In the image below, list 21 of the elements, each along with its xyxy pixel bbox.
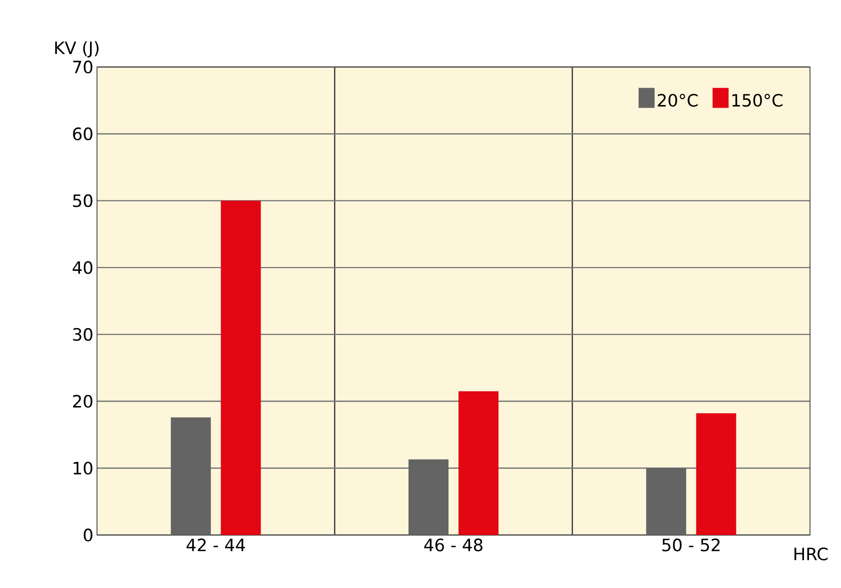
legend-label: 20°C [658,94,698,107]
x-tick-label: 46 - 48 [424,538,482,552]
y-tick-label: 60 [73,127,92,140]
y-tick-label: 70 [73,60,92,74]
x-tick-label: 42 - 44 [186,538,245,552]
y-axis-title: KV (J) [55,41,99,58]
y-tick-label: 20 [73,394,92,408]
y-tick-label: 0 [84,528,92,542]
y-tick-label: 50 [73,194,92,208]
x-axis-title: HRC [794,548,828,560]
bar [408,459,448,535]
bar [220,200,261,535]
y-tick-label: 40 [72,261,92,274]
y-tick-label: 30 [73,328,92,341]
bar [458,391,499,535]
y-tick-label: 10 [74,462,92,475]
x-tick-label: 50 - 52 [662,538,720,552]
bar [696,413,736,535]
bar [646,468,686,535]
bar [170,417,211,535]
legend-label: 150°C [732,94,782,107]
